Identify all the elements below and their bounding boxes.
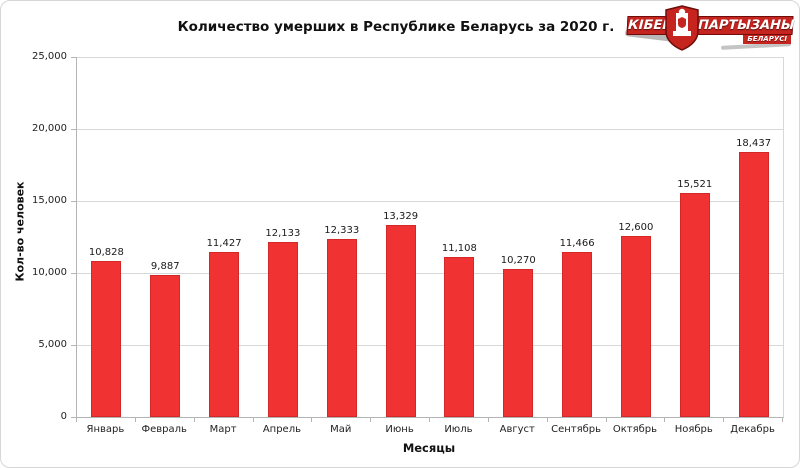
x-tick-mark (370, 418, 371, 422)
bar-value-label: 11,466 (559, 238, 595, 249)
gridline (77, 200, 783, 202)
bar-value-label: 12,600 (618, 222, 654, 233)
bar (680, 193, 710, 417)
bar (268, 242, 298, 417)
x-tick-label: Февраль (141, 424, 187, 435)
y-tick-mark (71, 417, 76, 418)
bar (621, 236, 651, 417)
y-tick-mark (71, 345, 76, 346)
x-tick-mark (606, 418, 607, 422)
bar-value-label: 11,108 (441, 243, 477, 254)
bar (444, 257, 474, 417)
x-tick-mark (76, 418, 77, 422)
x-tick-label: Июнь (385, 424, 414, 435)
x-tick-mark (547, 418, 548, 422)
shield-emblem-icon (665, 5, 699, 51)
cyber-partisans-logo: КІБЕР ПАРТЫЗАНЫ БЕЛАРУСІ (624, 4, 795, 52)
x-tick-mark (253, 418, 254, 422)
bar-value-label: 9,887 (150, 261, 180, 272)
gridline (77, 344, 783, 346)
y-tick-label: 20,000 (32, 123, 67, 134)
x-tick-mark (194, 418, 195, 422)
bar (503, 269, 533, 417)
x-tick-label: Апрель (262, 424, 301, 435)
y-tick-label: 10,000 (32, 267, 67, 278)
y-tick-mark (71, 57, 76, 58)
bar-value-label: 10,828 (88, 247, 124, 258)
x-tick-label: Август (499, 424, 535, 435)
gridline (77, 128, 783, 130)
x-tick-label: Сентябрь (551, 424, 602, 435)
bar (327, 239, 357, 417)
x-tick-label: Июль (444, 424, 473, 435)
y-tick-mark (71, 129, 76, 130)
y-tick-label: 25,000 (32, 51, 67, 62)
x-tick-mark (782, 418, 783, 422)
x-tick-mark (488, 418, 489, 422)
bar (739, 152, 769, 417)
x-axis-title: Месяцы (402, 441, 456, 455)
y-tick-label: 0 (60, 411, 67, 422)
y-tick-mark (71, 273, 76, 274)
x-tick-label: Март (209, 424, 237, 435)
bar-value-label: 10,270 (500, 255, 536, 266)
x-tick-mark (135, 418, 136, 422)
gridline (77, 272, 783, 274)
bar-value-label: 15,521 (677, 179, 713, 190)
bar (209, 252, 239, 417)
bar (91, 261, 121, 417)
x-tick-mark (429, 418, 430, 422)
logo-sub-belarusi: БЕЛАРУСІ (743, 35, 791, 44)
bar (386, 225, 416, 417)
x-tick-label: Октябрь (612, 424, 657, 435)
x-tick-label: Май (330, 424, 352, 435)
y-tick-label: 15,000 (32, 195, 67, 206)
x-tick-label: Декабрь (730, 424, 775, 435)
plot-area: 10,828 9,887 11,427 12,133 12,333 13,329 11,10… (76, 56, 784, 418)
x-tick-mark (664, 418, 665, 422)
bar (562, 252, 592, 417)
gridline (77, 56, 783, 58)
x-tick-label: Ноябрь (674, 424, 713, 435)
bar (150, 275, 180, 417)
bar-value-label: 11,427 (206, 238, 242, 249)
x-tick-label: Январь (86, 424, 125, 435)
chart-title: Количество умерших в Республике Беларусь… (177, 19, 615, 35)
bar-value-label: 13,329 (383, 211, 419, 222)
bar-value-label: 12,133 (265, 228, 301, 239)
y-tick-label: 5,000 (38, 339, 67, 350)
x-tick-mark (723, 418, 724, 422)
y-tick-mark (71, 201, 76, 202)
x-tick-mark (311, 418, 312, 422)
bar-value-label: 12,333 (324, 225, 360, 236)
bar-value-label: 18,437 (736, 138, 772, 149)
